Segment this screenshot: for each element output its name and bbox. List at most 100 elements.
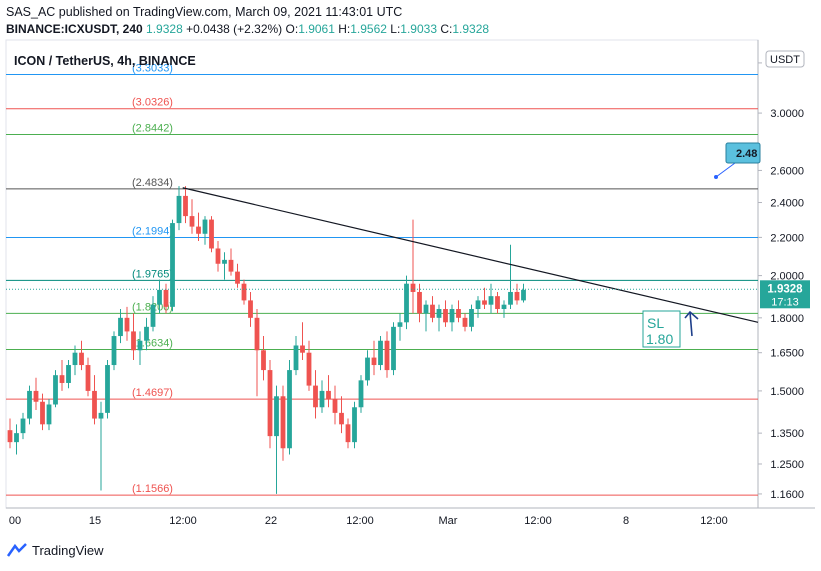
candle-body [371, 357, 377, 366]
symbol: BINANCE:ICXUSDT, 240 [6, 22, 143, 36]
fib-label: (3.0326) [132, 97, 173, 109]
candle-body [27, 390, 32, 419]
price-tick-label: 1.8000 [770, 313, 804, 325]
candle-body [352, 407, 357, 443]
footer-brand: TradingView [32, 542, 104, 558]
time-tick-label: Mar [439, 515, 458, 527]
fib-label: (1.1566) [132, 483, 173, 495]
currency-badge[interactable]: USDT [765, 50, 805, 68]
candle-body [521, 289, 526, 301]
sl-label: SL [647, 315, 664, 331]
time-tick-label: 12:00 [524, 515, 552, 527]
time-tick-label: 12:00 [346, 515, 374, 527]
fib-label: (1.4697) [132, 387, 173, 399]
up-arrow-annotation[interactable] [684, 310, 699, 337]
candle-body [196, 226, 201, 234]
candle-body [274, 396, 279, 437]
candle-body [501, 304, 507, 310]
candle-body [14, 433, 19, 443]
candle-body [508, 291, 513, 305]
candle-body [202, 219, 208, 234]
time-tick-label: 00 [9, 515, 21, 527]
candle-body [53, 375, 58, 405]
candle-body [462, 317, 468, 327]
price-label-callout[interactable]: 2.48 [714, 142, 761, 179]
stop-loss-note[interactable]: SL 1.80 [642, 310, 681, 348]
price-tick-label: 2.4000 [770, 198, 804, 210]
candle-body [40, 401, 45, 425]
candle-body [241, 283, 247, 301]
candle-body [313, 385, 318, 408]
sl-value: 1.80 [646, 331, 673, 347]
price-tick-label: 2.2000 [770, 232, 804, 244]
candle-body [358, 380, 364, 408]
candle-body [79, 352, 84, 366]
candle-body [157, 289, 162, 305]
fib-label: (1.9765) [132, 268, 173, 280]
candle-body [397, 322, 403, 327]
high-label: H: [338, 22, 351, 36]
candle-body [456, 309, 461, 318]
time-tick-label: 15 [89, 515, 101, 527]
candle-body [46, 404, 52, 425]
candle-body [222, 259, 227, 264]
candle-body [176, 195, 182, 224]
price-tick-label: 3.0000 [770, 108, 804, 120]
candle-body [7, 430, 13, 443]
candle-body [417, 291, 422, 314]
candle-body [443, 309, 448, 323]
candle-body [410, 283, 416, 292]
candle-body [332, 399, 338, 413]
candle-body [66, 365, 71, 383]
candle-body [280, 396, 286, 449]
time-tick-label: 12:00 [700, 515, 728, 527]
footer: TradingView [6, 542, 104, 558]
low-value: 1.9033 [400, 22, 437, 36]
candle-body [300, 345, 305, 353]
candle-body [228, 259, 234, 272]
candle-body [59, 375, 65, 383]
price-axis[interactable]: 3.40003.00002.60002.40002.20002.00001.80… [758, 58, 804, 501]
candle-body [111, 336, 117, 366]
price-tick-label: 1.2500 [770, 459, 804, 471]
price-tick-label: 1.1600 [770, 489, 804, 501]
candle-body [345, 424, 351, 443]
last-price-header: 1.9328 [146, 22, 183, 36]
candle-body [105, 365, 110, 413]
symbol-line: BINANCE:ICXUSDT, 240 1.9328 +0.0438 (+2.… [6, 21, 489, 38]
open-value: 1.9061 [298, 22, 335, 36]
candle-body [469, 309, 474, 327]
candle-body [391, 326, 396, 371]
candle-body [189, 216, 195, 227]
fib-label: (2.4834) [132, 177, 173, 189]
fib-label: (2.8442) [132, 122, 173, 134]
time-tick-label: 8 [623, 515, 629, 527]
candle-body [183, 195, 188, 217]
candle-body [85, 365, 91, 391]
chart-header: SAS_AC published on TradingView.com, Mar… [6, 4, 489, 38]
plot-frame [5, 39, 759, 509]
candle-body [384, 340, 390, 371]
high-value: 1.9562 [350, 22, 387, 36]
price-tick-label: 2.6000 [770, 165, 804, 177]
candle-body [482, 300, 487, 305]
time-axis[interactable]: 00 15 12:00 22 12:00 Mar 12:00 8 12:00 [9, 515, 728, 527]
candle-body [170, 223, 175, 307]
candle-body [326, 390, 331, 400]
candle-body [488, 296, 494, 305]
fib-levels: (3.3033) (3.0326) (2.8442) (2.4834) (2.1994)… [6, 62, 758, 496]
time-tick-label: 22 [265, 515, 277, 527]
candle-body [287, 370, 292, 449]
candle-body [131, 331, 136, 351]
candle-body [404, 283, 409, 323]
publisher-line: SAS_AC published on TradingView.com, Mar… [6, 5, 403, 19]
price-tick-label: 1.6500 [770, 348, 804, 360]
trendline[interactable] [182, 187, 759, 323]
tradingview-logo-icon [6, 543, 27, 557]
candle-body [339, 412, 344, 425]
candle-body [72, 352, 78, 366]
price-tick-label: 1.3500 [770, 428, 804, 440]
candle-body [98, 412, 104, 419]
last-price-value: 1.9328 [767, 283, 803, 295]
